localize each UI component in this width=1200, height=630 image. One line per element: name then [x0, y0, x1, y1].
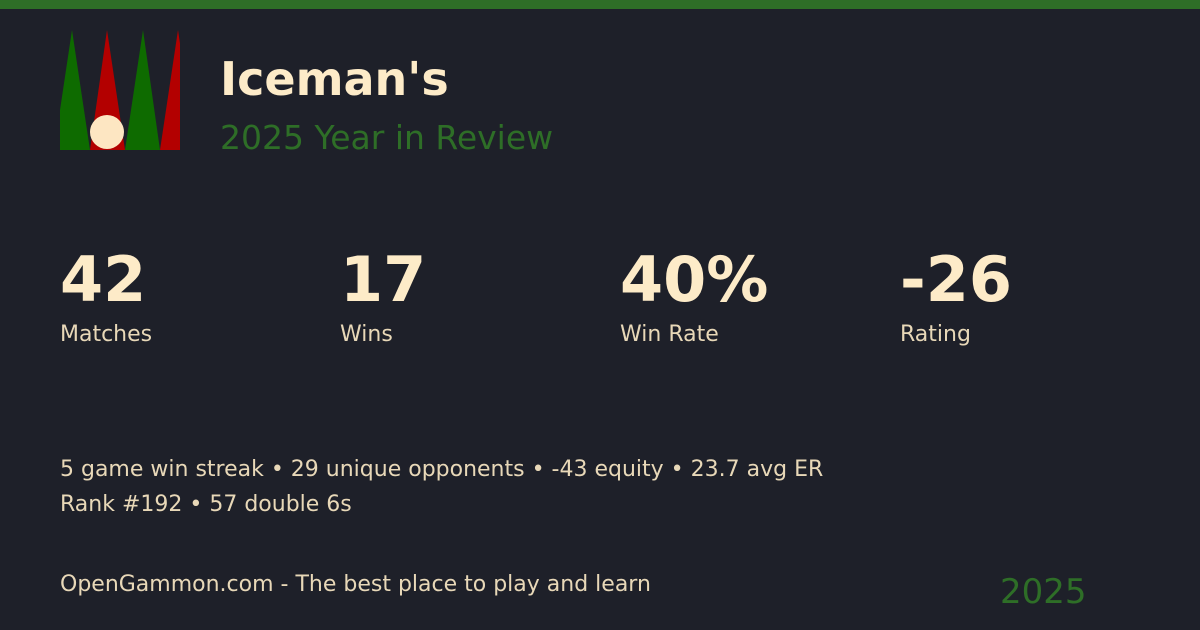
page-title: Iceman's	[220, 52, 449, 106]
stat-label: Matches	[60, 322, 153, 347]
stat-value: -26	[900, 243, 1013, 316]
stat-value: 17	[340, 243, 427, 316]
stat-wins: 17 Wins	[340, 243, 427, 348]
page-subtitle: 2025 Year in Review	[220, 118, 554, 157]
extra-stats: 5 game win streak • 29 unique opponents …	[60, 452, 823, 522]
extra-stats-line-1: 5 game win streak • 29 unique opponents …	[60, 457, 824, 482]
stat-value: 42	[60, 243, 147, 316]
stat-rating: -26 Rating	[900, 243, 1013, 348]
backgammon-logo-icon	[60, 30, 180, 150]
stat-label: Wins	[340, 322, 393, 347]
footer-year: 2025	[1000, 572, 1087, 612]
stat-matches: 42 Matches	[60, 243, 153, 348]
stat-value: 40%	[620, 243, 769, 316]
footer-tagline: OpenGammon.com - The best place to play …	[60, 572, 651, 597]
extra-stats-line-2: Rank #192 • 57 double 6s	[60, 492, 352, 517]
top-accent-bar	[0, 0, 1200, 9]
stat-win-rate: 40% Win Rate	[620, 243, 769, 348]
stat-label: Rating	[900, 322, 971, 347]
stat-label: Win Rate	[620, 322, 719, 347]
